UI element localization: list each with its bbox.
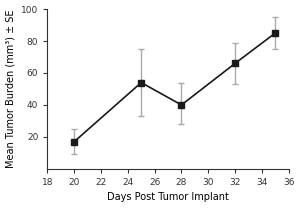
- X-axis label: Days Post Tumor Implant: Days Post Tumor Implant: [107, 192, 229, 202]
- Y-axis label: Mean Tumor Burden (mm³) ± SE: Mean Tumor Burden (mm³) ± SE: [6, 10, 16, 168]
